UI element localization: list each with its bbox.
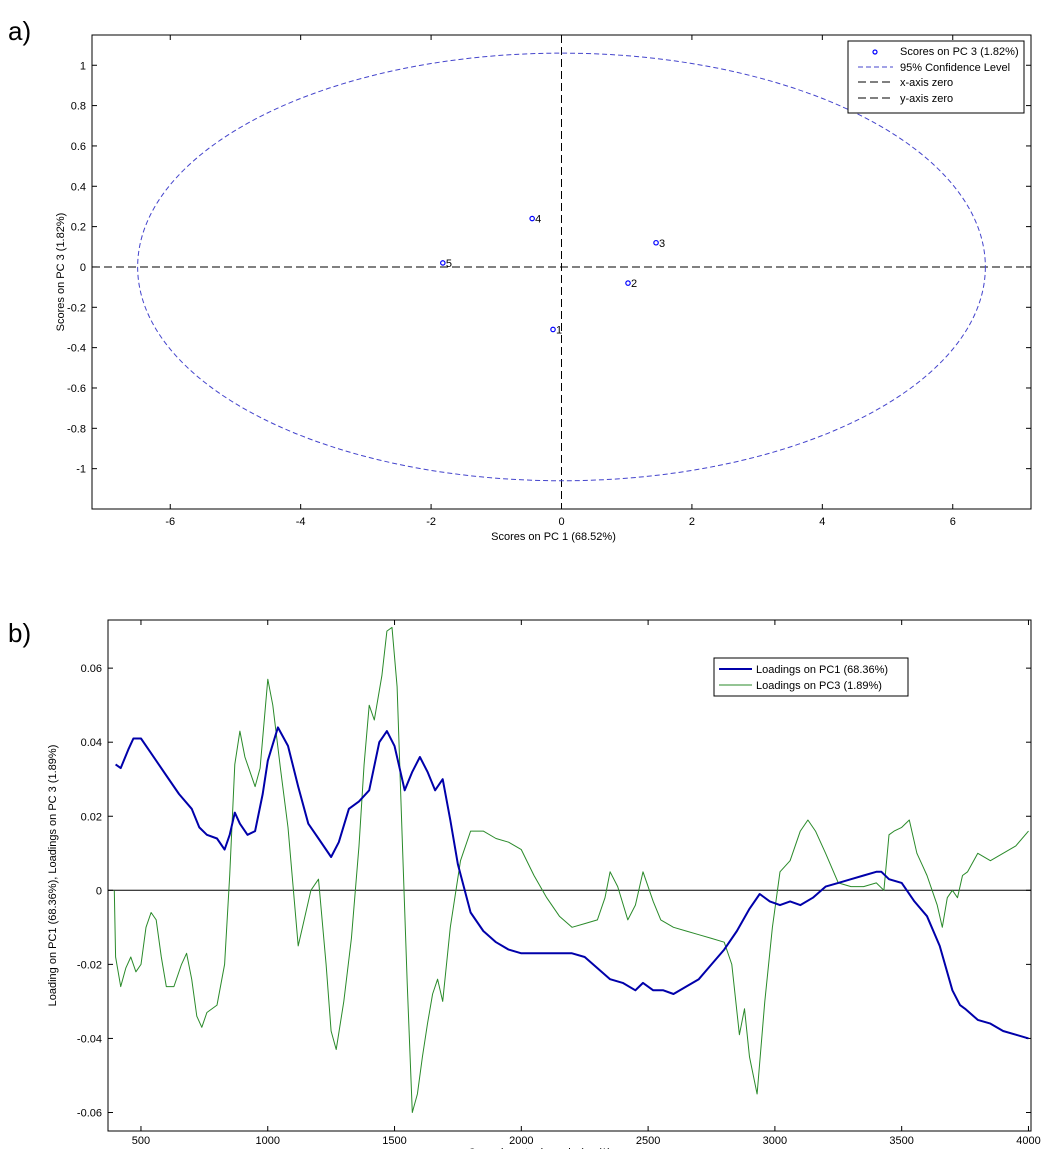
x-axis-label: Comprimento de onda (cm/1) (468, 1147, 611, 1149)
y-tick-label: 0.02 (81, 811, 102, 823)
pca-scores-chart: -6 -4 -2 0 2 4 6 -1 -0.8 -0.6 -0.4 -0.2 0 0.2 0.4 0.6 0.… (55, 34, 1032, 543)
x-tick-label: 4000 (1016, 1135, 1040, 1147)
y-axis-label: Loading on PC1 (68.36%), Loadings on PC … (47, 745, 59, 1007)
legend-entry: 95% Confidence Level (900, 62, 1010, 74)
x-tick-label: 1000 (256, 1135, 280, 1147)
score-point (440, 260, 446, 266)
legend-entry: x-axis zero (900, 77, 953, 89)
y-tick-label: -0.04 (77, 1033, 102, 1045)
y-tick-label: 0.8 (71, 101, 86, 113)
score-point-label: 4 (535, 214, 541, 226)
x-tick-label: -6 (165, 516, 175, 528)
y-tick-label: 0 (80, 262, 86, 274)
legend-entry: Loadings on PC3 (1.89%) (756, 680, 882, 692)
y-tick-label: 0 (96, 885, 102, 897)
y-tick-label: -0.6 (67, 383, 86, 395)
score-point (550, 326, 556, 333)
y-tick-label: 0.4 (71, 181, 86, 193)
score-point-label: 2 (631, 278, 637, 290)
x-tick-label: 3500 (889, 1135, 913, 1147)
x-tick-label: -4 (296, 516, 306, 528)
confidence-ellipse (137, 52, 986, 482)
panel-label-a: a) (8, 16, 31, 46)
score-point (529, 215, 535, 222)
legend-entry: y-axis zero (900, 93, 953, 105)
x-tick-label: 1500 (382, 1135, 406, 1147)
score-point-label: 1 (556, 324, 562, 336)
x-tick-label: 3000 (763, 1135, 787, 1147)
score-point-label: 5 (446, 258, 452, 270)
y-tick-label: -0.8 (67, 423, 86, 435)
x-tick-label: 0 (558, 516, 564, 528)
legend-entry: Loadings on PC1 (68.36%) (756, 664, 888, 676)
y-tick-label: 0.6 (71, 141, 86, 153)
panel-label-b: b) (8, 618, 31, 648)
y-tick-label: -0.4 (67, 343, 86, 355)
y-tick-label: 0.04 (81, 737, 102, 749)
y-tick-label: 0.2 (71, 222, 86, 234)
y-tick-label: -1 (76, 464, 86, 476)
y-tick-label: 1 (80, 60, 86, 72)
series-line-pc1 (115, 726, 1029, 1040)
legend-entry: Scores on PC 3 (1.82%) (900, 46, 1019, 58)
x-tick-label: 2 (689, 516, 695, 528)
y-axis-label: Scores on PC 3 (1.82%) (55, 213, 67, 332)
legend-box (713, 657, 909, 697)
x-tick-label: -2 (426, 516, 436, 528)
x-tick-label: 6 (950, 516, 956, 528)
score-point (653, 239, 659, 246)
score-point-label: 3 (659, 238, 665, 250)
loadings-chart: 500 1000 1500 2000 2500 3000 3500 4000 -0.06 -0.0… (47, 619, 1041, 1149)
legend-marker-points (872, 49, 878, 55)
plot-frame (107, 619, 1032, 1132)
series-line-pc3 (113, 626, 1029, 1113)
x-tick-label: 2500 (636, 1135, 660, 1147)
score-point (625, 280, 631, 286)
x-tick-label: 500 (132, 1135, 150, 1147)
y-tick-label: -0.06 (77, 1107, 102, 1119)
y-tick-label: -0.2 (67, 302, 86, 314)
x-axis-label: Scores on PC 1 (68.52%) (491, 531, 616, 543)
y-tick-label: -0.02 (77, 959, 102, 971)
x-tick-label: 2000 (509, 1135, 533, 1147)
x-tick-label: 4 (819, 516, 825, 528)
y-tick-label: 0.06 (81, 663, 102, 675)
